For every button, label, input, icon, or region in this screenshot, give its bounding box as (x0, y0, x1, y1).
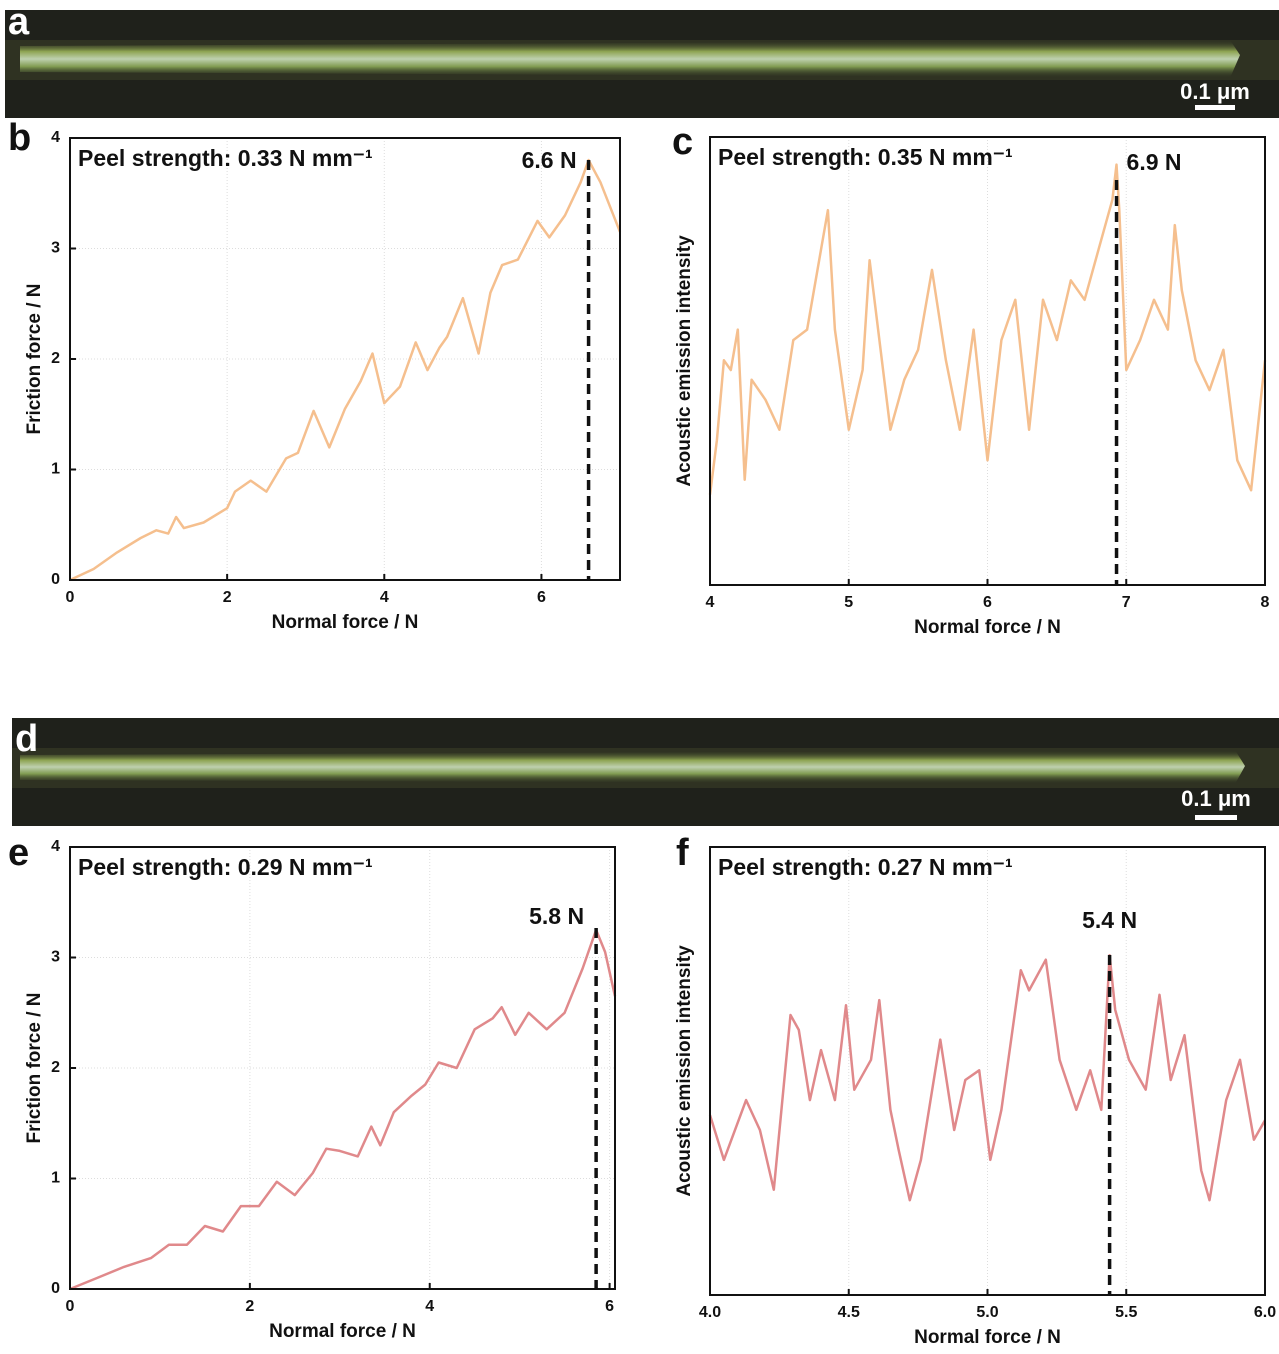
scale-bar-label: 0.1 μm (1181, 786, 1251, 811)
x-tick-label: 8 (1261, 594, 1270, 611)
y-tick-label: 3 (51, 949, 60, 966)
y-tick-label: 1 (51, 1170, 60, 1187)
annotation: Peel strength: 0.35 N mm⁻¹ (718, 144, 1013, 170)
panel-label: e (8, 832, 29, 874)
panel-label: c (672, 121, 693, 163)
y-axis-title: Acoustic emission intensity (674, 235, 695, 487)
x-tick-label: 4 (706, 594, 715, 611)
y-tick-label: 3 (51, 240, 60, 257)
y-tick-label: 2 (51, 350, 60, 367)
y-axis-title: Friction force / N (24, 993, 45, 1144)
x-axis-title: Normal force / N (269, 1321, 416, 1342)
x-axis-title: Normal force / N (914, 617, 1061, 638)
x-tick-label: 4 (425, 1298, 434, 1315)
y-tick-label: 0 (51, 571, 60, 588)
micrograph (5, 10, 1279, 118)
micrograph (12, 718, 1279, 826)
plot-frame (709, 846, 1266, 1296)
y-tick-label: 2 (51, 1059, 60, 1076)
panel-label: b (8, 117, 31, 159)
peak-label: 5.4 N (1082, 907, 1137, 933)
data-line (69, 158, 622, 582)
y-axis-title: Friction force / N (24, 284, 45, 435)
x-tick-label: 5.5 (1115, 1304, 1137, 1321)
panel-label: d (15, 718, 38, 760)
x-axis-title: Normal force / N (272, 612, 419, 633)
x-tick-label: 4.0 (699, 1304, 721, 1321)
y-axis-title: Acoustic emission intensity (674, 945, 695, 1197)
peak-label: 5.8 N (529, 903, 584, 929)
data-line (708, 954, 1267, 1202)
x-tick-label: 4.5 (838, 1304, 860, 1321)
y-tick-label: 0 (51, 1280, 60, 1297)
x-tick-label: 2 (245, 1298, 254, 1315)
peak-label: 6.6 N (522, 147, 577, 173)
x-axis-title: Normal force / N (914, 1327, 1061, 1348)
x-tick-label: 2 (223, 589, 232, 606)
data-line (69, 928, 617, 1291)
x-tick-label: 6 (983, 594, 992, 611)
x-tick-label: 5 (844, 594, 853, 611)
data-line (708, 163, 1267, 495)
x-tick-label: 6 (537, 589, 546, 606)
x-tick-label: 5.0 (976, 1304, 998, 1321)
y-tick-label: 4 (51, 129, 60, 146)
plot-frame (69, 846, 616, 1290)
panel-label: f (676, 832, 689, 874)
x-tick-label: 6 (605, 1298, 614, 1315)
annotation: Peel strength: 0.29 N mm⁻¹ (78, 854, 373, 880)
x-tick-label: 0 (66, 1298, 75, 1315)
annotation: Peel strength: 0.27 N mm⁻¹ (718, 854, 1013, 880)
y-tick-label: 1 (51, 461, 60, 478)
x-tick-label: 6.0 (1254, 1304, 1276, 1321)
annotation: Peel strength: 0.33 N mm⁻¹ (78, 145, 373, 171)
x-tick-label: 7 (1122, 594, 1131, 611)
plot-frame (69, 137, 621, 581)
x-tick-label: 4 (380, 589, 389, 606)
peak-label: 6.9 N (1127, 149, 1182, 175)
y-tick-label: 4 (51, 838, 60, 855)
panel-label: a (8, 1, 30, 43)
plot-frame (709, 136, 1266, 586)
scale-bar-label: 0.1 μm (1180, 79, 1250, 104)
x-tick-label: 0 (66, 589, 75, 606)
